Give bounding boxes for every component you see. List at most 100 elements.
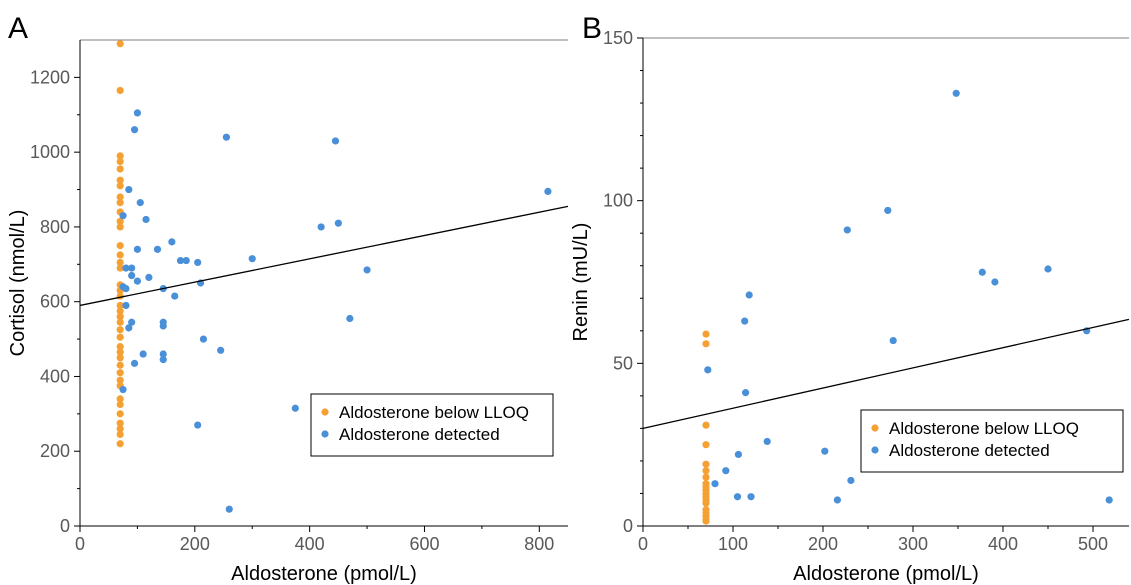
data-point-detected: [346, 314, 354, 323]
data-point-detected: [119, 212, 127, 220]
y-tick-label: 800: [40, 217, 70, 237]
data-point-below-lloq: [116, 361, 124, 369]
trend-line: [79, 205, 569, 307]
data-point-detected: [217, 346, 225, 354]
legend-label-below-lloq: Aldosterone below LLOQ: [889, 419, 1079, 438]
x-tick-label: 800: [524, 534, 554, 554]
data-point-below-lloq: [116, 40, 124, 48]
data-point-below-lloq: [116, 292, 124, 300]
data-point-below-lloq: [116, 193, 124, 201]
data-point-detected: [544, 187, 552, 196]
data-point-detected: [884, 206, 892, 215]
x-tick-label: 200: [180, 534, 210, 554]
data-point-detected: [122, 264, 130, 272]
data-point-detected: [317, 223, 325, 231]
legend-marker-below-lloq: [321, 408, 329, 416]
y-tick-label: 0: [623, 516, 633, 536]
y-tick-label: 600: [40, 292, 70, 312]
data-point-detected: [142, 215, 150, 224]
data-point-detected: [225, 505, 233, 513]
data-point-detected: [734, 450, 743, 459]
x-tick-label: 100: [718, 534, 748, 554]
x-tick-label: 200: [808, 534, 838, 554]
x-tick-label: 500: [1078, 534, 1108, 554]
data-point-below-lloq: [702, 499, 710, 507]
data-point-detected: [139, 350, 147, 358]
data-point-detected: [1105, 496, 1113, 504]
data-point-detected: [133, 109, 142, 117]
data-point-below-lloq: [702, 421, 710, 429]
data-point-detected: [122, 301, 130, 310]
data-point-detected: [130, 126, 139, 134]
data-point-detected: [176, 256, 185, 265]
data-point-detected: [153, 245, 162, 253]
data-point-below-lloq: [702, 340, 710, 348]
data-point-below-lloq: [116, 342, 124, 351]
chart-panel-b: 0 50 100 150 0 100 200 300 400 500 Aldosterone (pm…: [570, 28, 1130, 585]
data-point-below-lloq: [116, 199, 124, 207]
chart-panel-a: 0 200 400 600 800 1000 1200 0 200 400 600 800 Aldost…: [7, 39, 569, 585]
legend-marker-detected: [871, 446, 879, 454]
data-point-detected: [128, 264, 136, 272]
data-point-detected: [745, 291, 753, 299]
data-point-detected: [222, 133, 230, 141]
data-point-below-lloq: [116, 326, 124, 334]
data-point-below-lloq: [116, 376, 124, 384]
data-point-detected: [122, 285, 130, 293]
data-point-below-lloq: [116, 258, 124, 267]
data-point-detected: [741, 317, 749, 325]
data-point-detected: [704, 366, 712, 374]
legend-marker-detected: [321, 430, 329, 438]
data-point-detected: [182, 256, 190, 265]
data-point-detected: [291, 404, 299, 412]
data-point-detected: [130, 359, 139, 367]
data-point-detected: [125, 185, 133, 194]
data-point-detected: [128, 318, 136, 326]
data-point-below-lloq: [116, 251, 124, 259]
y-tick-label: 1000: [30, 142, 70, 162]
data-point-below-lloq: [116, 217, 124, 225]
data-point-below-lloq: [116, 425, 124, 433]
panel-letter-a: A: [8, 12, 28, 45]
data-point-detected: [168, 238, 176, 246]
data-point-below-lloq: [116, 333, 124, 341]
data-point-below-lloq: [116, 369, 124, 377]
data-point-detected: [119, 385, 127, 394]
data-point-detected: [763, 437, 771, 446]
legend-box: [860, 409, 1124, 473]
data-point-detected: [171, 292, 179, 300]
data-point-detected: [128, 271, 136, 280]
y-axis-label: Cortisol (nmol/L): [7, 210, 29, 357]
data-point-below-lloq: [116, 86, 124, 95]
data-point-detected: [742, 389, 750, 397]
legend-box: [310, 393, 554, 457]
data-point-detected: [331, 137, 340, 145]
data-point-detected: [747, 493, 755, 501]
data-point-below-lloq: [116, 176, 124, 184]
data-point-detected: [889, 336, 897, 345]
data-point-detected: [722, 467, 730, 475]
data-point-detected: [133, 277, 142, 285]
data-point-detected: [1044, 265, 1052, 273]
data-point-below-lloq: [702, 467, 710, 475]
legend-label-below-lloq: Aldosterone below LLOQ: [339, 403, 529, 422]
x-axis-label: Aldosterone (pmol/L): [231, 563, 417, 585]
data-point-below-lloq: [702, 330, 710, 338]
data-point-below-lloq: [116, 157, 124, 166]
data-point-detected: [159, 350, 167, 358]
panel-letter-b: B: [582, 12, 602, 45]
data-point-below-lloq: [116, 430, 124, 439]
data-point-detected: [133, 245, 142, 253]
data-point-below-lloq: [116, 152, 124, 160]
data-point-below-lloq: [702, 460, 710, 468]
y-tick-label: 150: [603, 28, 633, 48]
data-point-detected: [199, 335, 208, 343]
data-point-detected: [194, 421, 202, 429]
data-point-detected: [833, 496, 842, 504]
data-point-detected: [159, 356, 167, 364]
x-tick-label: 300: [898, 534, 928, 554]
y-tick-label: 1200: [30, 67, 70, 87]
x-tick-label: 400: [295, 534, 325, 554]
y-tick-label: 50: [613, 353, 633, 373]
data-point-detected: [334, 219, 342, 227]
